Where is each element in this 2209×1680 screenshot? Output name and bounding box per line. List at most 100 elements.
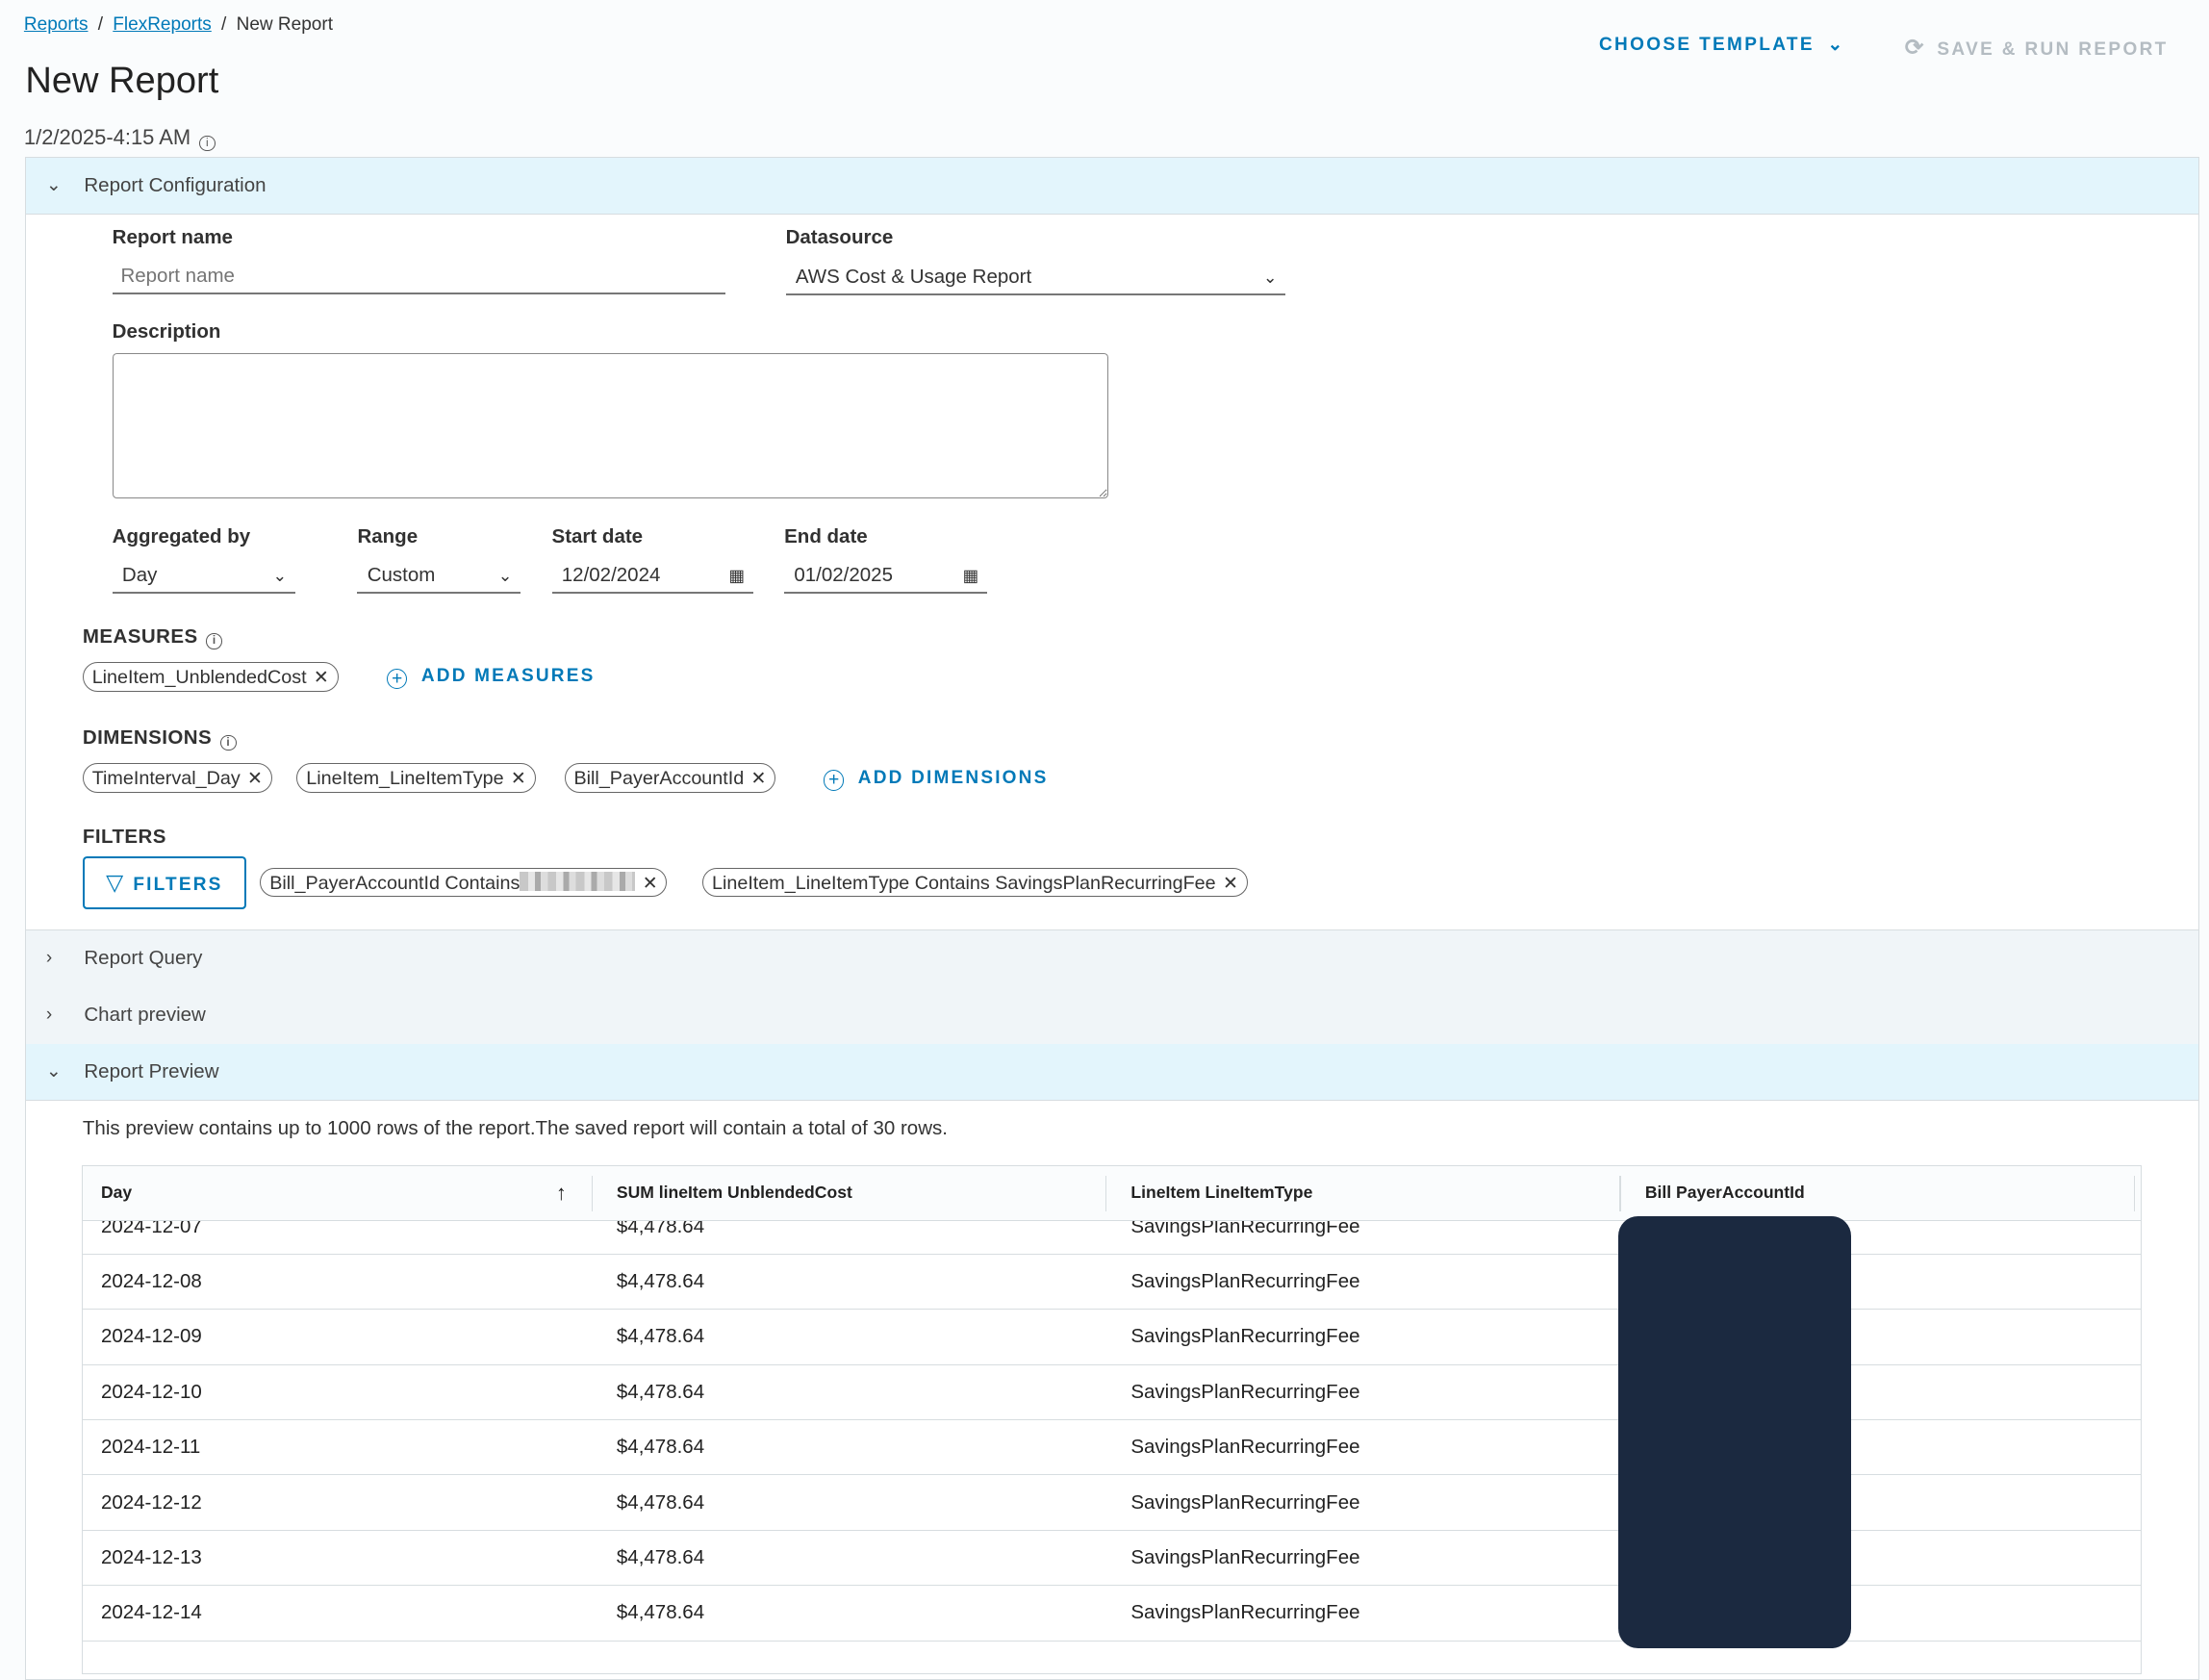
breadcrumb-reports[interactable]: Reports <box>23 13 89 35</box>
description-textarea[interactable] <box>112 353 1108 498</box>
cell-cost: $4,478.64 <box>616 1436 705 1459</box>
breadcrumb-current: New Report <box>236 13 333 35</box>
info-icon[interactable]: i <box>219 734 237 751</box>
aggregated-by-label: Aggregated by <box>112 524 251 547</box>
calendar-icon[interactable]: ▦ <box>962 566 979 586</box>
cell-day: 2024-12-10 <box>100 1380 202 1403</box>
column-separator[interactable] <box>1105 1176 1107 1211</box>
accordion-title: Report Query <box>84 946 203 969</box>
end-date-label: End date <box>784 524 868 547</box>
column-separator[interactable] <box>1619 1176 1621 1211</box>
close-icon[interactable]: ✕ <box>313 667 329 688</box>
close-icon[interactable]: ✕ <box>1222 873 1238 894</box>
breadcrumb-flexreports[interactable]: FlexReports <box>113 13 212 35</box>
column-header-type[interactable]: LineItem LineItemType <box>1130 1182 1313 1202</box>
column-header-cost[interactable]: SUM lineItem UnblendedCost <box>616 1182 852 1202</box>
aggregated-by-select[interactable]: Day ⌄ <box>112 557 295 595</box>
filter-icon: ▽ <box>106 869 124 895</box>
range-select[interactable]: Custom ⌄ <box>357 557 521 595</box>
close-icon[interactable]: ✕ <box>247 769 263 790</box>
range-label: Range <box>357 524 419 547</box>
chip-label: LineItem_LineItemType Contains SavingsPl… <box>711 872 1216 894</box>
breadcrumb-separator: / <box>97 13 104 35</box>
preview-note: This preview contains up to 1000 rows of… <box>82 1116 948 1139</box>
cell-cost: $4,478.64 <box>616 1601 705 1624</box>
dimension-chip: Bill_PayerAccountId ✕ <box>564 763 776 793</box>
cell-cost: $4,478.64 <box>616 1546 705 1569</box>
info-icon[interactable]: i <box>198 135 216 152</box>
chip-label: Bill_PayerAccountId Contains <box>269 872 521 894</box>
cell-cost: $4,478.64 <box>616 1325 705 1348</box>
table-row: 2024-12-11 $4,478.64 SavingsPlanRecurringF… <box>82 1419 2142 1476</box>
cell-day: 2024-12-07 <box>100 1221 202 1237</box>
chevron-down-icon: ⌄ <box>272 566 288 586</box>
redacted-value <box>520 871 636 892</box>
accordion-report-configuration[interactable]: ⌄ Report Configuration <box>26 157 2199 216</box>
table-row: 2024-12-12 $4,478.64 SavingsPlanRecurringF… <box>82 1475 2142 1531</box>
measures-label: MEASURES <box>82 624 198 648</box>
chevron-down-icon: ⌄ <box>45 174 62 195</box>
close-icon[interactable]: ✕ <box>642 873 658 894</box>
cell-cost: $4,478.64 <box>616 1380 705 1403</box>
cell-type: SavingsPlanRecurringFee <box>1130 1490 1360 1514</box>
datasource-value: AWS Cost & Usage Report <box>795 265 1032 288</box>
description-label: Description <box>112 320 221 344</box>
chevron-down-icon: ⌄ <box>1262 267 1278 287</box>
accordion-chart-preview[interactable]: › Chart preview <box>26 987 2199 1045</box>
dimension-chip: LineItem_LineItemType ✕ <box>296 763 536 793</box>
cell-type: SavingsPlanRecurringFee <box>1130 1601 1360 1624</box>
filters-button-label: FILTERS <box>133 874 223 895</box>
accordion-report-preview[interactable]: ⌄ Report Preview <box>26 1043 2199 1102</box>
column-separator[interactable] <box>591 1176 593 1211</box>
cell-type: SavingsPlanRecurringFee <box>1130 1436 1360 1459</box>
end-date-input[interactable]: 01/02/2025 ▦ <box>784 557 987 595</box>
column-header-payer[interactable]: Bill PayerAccountId <box>1644 1182 1805 1202</box>
chevron-right-icon: › <box>45 1005 53 1025</box>
plus-circle-icon: + <box>387 669 408 690</box>
plus-circle-icon: + <box>824 770 845 791</box>
cell-day: 2024-12-08 <box>100 1270 202 1293</box>
cell-day: 2024-12-13 <box>100 1546 202 1569</box>
column-header-day[interactable]: Day <box>100 1182 133 1202</box>
accordion-report-query[interactable]: › Report Query <box>26 929 2199 988</box>
cell-day: 2024-12-14 <box>100 1601 202 1624</box>
column-separator[interactable] <box>2133 1176 2136 1211</box>
redacted-block <box>1618 1215 1852 1649</box>
cell-day: 2024-12-11 <box>100 1436 201 1459</box>
add-measures-button[interactable]: + ADD MEASURES <box>387 666 596 690</box>
cell-type: SavingsPlanRecurringFee <box>1130 1221 1360 1237</box>
cell-cost: $4,478.64 <box>616 1270 705 1293</box>
dimensions-label: DIMENSIONS <box>82 726 213 750</box>
cell-type: SavingsPlanRecurringFee <box>1130 1325 1360 1348</box>
add-dimensions-label: ADD DIMENSIONS <box>857 767 1049 788</box>
save-run-report-button[interactable]: ⟳ SAVE & RUN REPORT <box>1905 34 2169 61</box>
info-icon[interactable]: i <box>206 633 223 649</box>
timestamp-text: 1/2/2025-4:15 AM <box>23 125 191 150</box>
calendar-icon[interactable]: ▦ <box>728 566 746 586</box>
table-row: 2024-12-14 $4,478.64 SavingsPlanRecurringF… <box>82 1585 2142 1642</box>
dimension-chip: TimeInterval_Day ✕ <box>82 763 272 793</box>
add-measures-label: ADD MEASURES <box>420 666 596 687</box>
save-run-label: SAVE & RUN REPORT <box>1937 39 2169 61</box>
cell-cost: $4,478.64 <box>616 1490 705 1514</box>
chip-label: Bill_PayerAccountId <box>573 768 745 790</box>
breadcrumb-separator: / <box>221 13 227 35</box>
choose-template-button[interactable]: CHOOSE TEMPLATE ⌄ <box>1599 34 1845 56</box>
filters-button[interactable]: ▽ FILTERS <box>82 855 246 910</box>
sort-ascending-icon[interactable]: ↑ <box>555 1180 567 1205</box>
datasource-label: Datasource <box>785 226 894 249</box>
datasource-select[interactable]: AWS Cost & Usage Report ⌄ <box>785 259 1286 296</box>
start-date-label: Start date <box>551 524 644 547</box>
close-icon[interactable]: ✕ <box>510 769 526 790</box>
table-row: 2024-12-13 $4,478.64 SavingsPlanRecurringF… <box>82 1530 2142 1587</box>
add-dimensions-button[interactable]: + ADD DIMENSIONS <box>824 768 1048 791</box>
start-date-input[interactable]: 12/02/2024 ▦ <box>551 557 753 595</box>
table-header: Day ↑ SUM lineItem UnblendedCost LineIte… <box>82 1165 2142 1221</box>
table-row: 2024-12-10 $4,478.64 SavingsPlanRecurringF… <box>82 1364 2142 1420</box>
close-icon[interactable]: ✕ <box>750 769 767 790</box>
timestamp: 1/2/2025-4:15 AM i <box>23 125 216 152</box>
chevron-down-icon: ⌄ <box>45 1060 62 1082</box>
table-body: 2024-12-07 $4,478.64 SavingsPlanRecurringF… <box>82 1221 2142 1673</box>
measures-heading: MEASURES i <box>82 624 223 649</box>
report-name-input[interactable] <box>112 260 725 294</box>
